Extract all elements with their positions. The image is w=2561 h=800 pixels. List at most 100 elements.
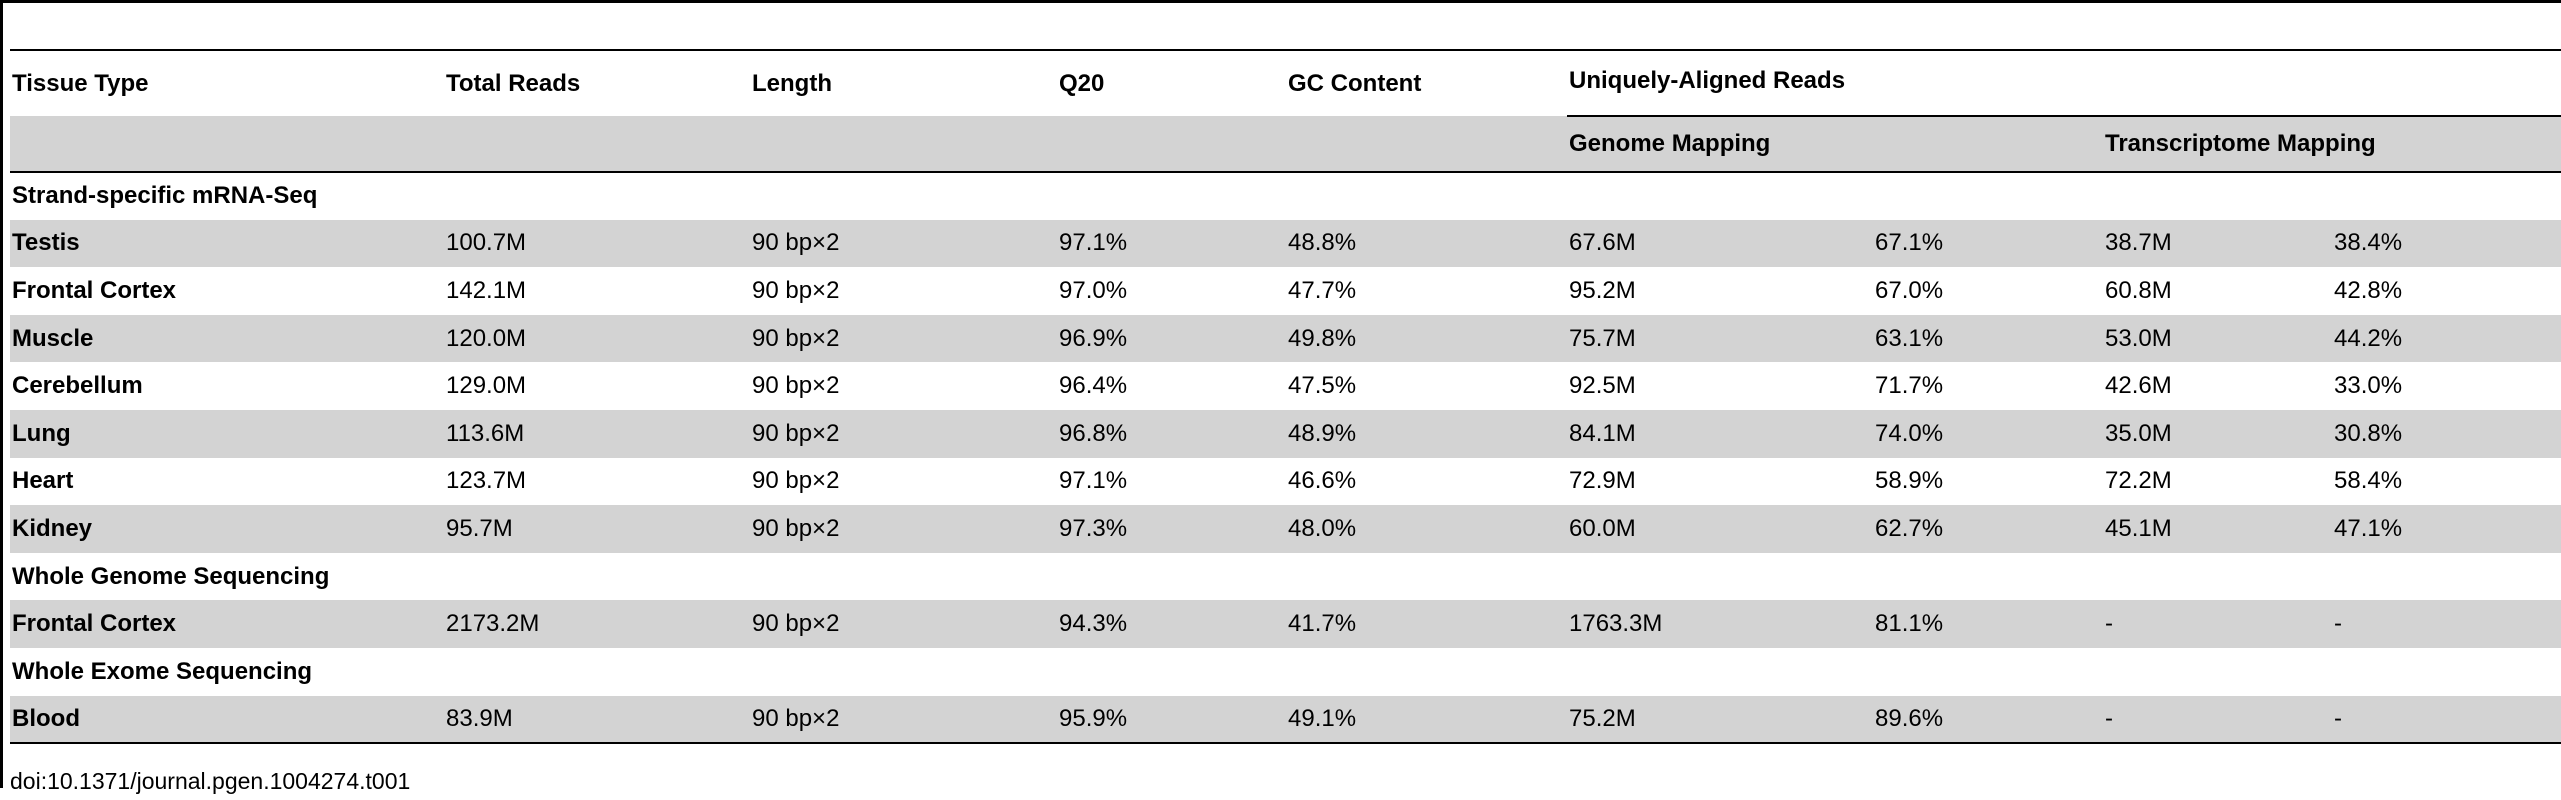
header-row-main: Tissue Type Total Reads Length Q20 GC Co… [10, 50, 2561, 117]
cell-genome-reads: 60.0M [1569, 514, 1636, 542]
cell-tissue: Frontal Cortex [12, 610, 177, 638]
header-q20: Q20 [1059, 69, 1105, 97]
header-sub-empty [10, 116, 444, 172]
header-sub-empty [750, 116, 1057, 172]
cell-transcriptome-reads: - [2105, 704, 2113, 732]
table-row: Blood 83.9M 90 bp×2 95.9% 49.1% 75.2M 89.6% - - [10, 695, 2561, 744]
top-border-rule [3, 0, 2561, 3]
cell-q20: 97.0% [1059, 276, 1128, 304]
table-container: Tissue Type Total Reads Length Q20 GC Co… [10, 49, 2561, 744]
cell-genome-reads: 92.5M [1569, 372, 1636, 400]
sequencing-stats-table: Tissue Type Total Reads Length Q20 GC Co… [10, 49, 2561, 744]
cell-genome-percent: 62.7% [1875, 514, 1944, 542]
cell-q20: 94.3% [1059, 610, 1128, 638]
cell-gc-content: 48.9% [1288, 419, 1357, 447]
header-transcriptome-mapping: Transcriptome Mapping [2105, 130, 2376, 157]
header-length: Length [752, 69, 832, 97]
header-gc-content: GC Content [1288, 69, 1422, 97]
section-label: Strand-specific mRNA-Seq [12, 182, 318, 210]
header-sub-empty [1057, 116, 1286, 172]
cell-genome-reads: 75.2M [1569, 704, 1636, 732]
cell-q20: 95.9% [1059, 704, 1128, 732]
cell-transcriptome-reads: 42.6M [2105, 372, 2172, 400]
cell-length: 90 bp×2 [752, 467, 840, 495]
cell-transcriptome-percent: 58.4% [2334, 467, 2403, 495]
header-sub-empty [1286, 116, 1567, 172]
cell-total-reads: 120.0M [446, 324, 527, 352]
cell-tissue: Frontal Cortex [12, 276, 177, 304]
cell-genome-percent: 81.1% [1875, 610, 1944, 638]
cell-q20: 96.4% [1059, 372, 1128, 400]
cell-length: 90 bp×2 [752, 324, 840, 352]
section-row: Whole Exome Sequencing [10, 648, 2561, 696]
cell-genome-reads: 75.7M [1569, 324, 1636, 352]
cell-transcriptome-percent: 30.8% [2334, 419, 2403, 447]
section-row: Strand-specific mRNA-Seq [10, 172, 2561, 220]
cell-genome-reads: 67.6M [1569, 229, 1636, 257]
cell-gc-content: 47.7% [1288, 276, 1357, 304]
table-row: Frontal Cortex 142.1M 90 bp×2 97.0% 47.7% 95.… [10, 267, 2561, 315]
cell-q20: 96.8% [1059, 419, 1128, 447]
cell-total-reads: 142.1M [446, 276, 527, 304]
cell-length: 90 bp×2 [752, 610, 840, 638]
cell-transcriptome-reads: - [2105, 610, 2113, 638]
cell-gc-content: 48.8% [1288, 229, 1357, 257]
cell-genome-percent: 74.0% [1875, 419, 1944, 447]
cell-gc-content: 47.5% [1288, 372, 1357, 400]
cell-transcriptome-percent: 47.1% [2334, 514, 2403, 542]
header-uniquely-aligned-reads: Uniquely-Aligned Reads [1567, 50, 2561, 117]
table-row: Frontal Cortex 2173.2M 90 bp×2 94.3% 41.7% 17… [10, 600, 2561, 648]
left-border-rule [0, 0, 3, 788]
doi-caption: doi:10.1371/journal.pgen.1004274.t001 [10, 768, 411, 794]
cell-total-reads: 2173.2M [446, 610, 540, 638]
cell-genome-percent: 89.6% [1875, 704, 1944, 732]
cell-length: 90 bp×2 [752, 276, 840, 304]
cell-total-reads: 83.9M [446, 704, 513, 732]
cell-gc-content: 48.0% [1288, 514, 1357, 542]
cell-length: 90 bp×2 [752, 229, 840, 257]
cell-transcriptome-percent: - [2334, 610, 2342, 638]
cell-transcriptome-reads: 60.8M [2105, 276, 2172, 304]
cell-tissue: Kidney [12, 514, 93, 542]
cell-transcriptome-reads: 38.7M [2105, 229, 2172, 257]
cell-total-reads: 100.7M [446, 229, 527, 257]
cell-tissue: Lung [12, 419, 71, 447]
cell-gc-content: 41.7% [1288, 610, 1357, 638]
cell-tissue: Cerebellum [12, 372, 143, 400]
cell-gc-content: 46.6% [1288, 467, 1357, 495]
cell-length: 90 bp×2 [752, 419, 840, 447]
cell-length: 90 bp×2 [752, 514, 840, 542]
cell-transcriptome-reads: 53.0M [2105, 324, 2172, 352]
header-row-sub: Genome Mapping Transcriptome Mapping [10, 116, 2561, 172]
cell-genome-reads: 95.2M [1569, 276, 1636, 304]
cell-genome-percent: 63.1% [1875, 324, 1944, 352]
cell-genome-percent: 67.0% [1875, 276, 1944, 304]
cell-tissue: Testis [12, 229, 80, 257]
cell-genome-reads: 1763.3M [1569, 610, 1663, 638]
header-genome-mapping: Genome Mapping [1569, 130, 1771, 157]
cell-transcriptome-percent: 42.8% [2334, 276, 2403, 304]
cell-genome-percent: 71.7% [1875, 372, 1944, 400]
cell-total-reads: 129.0M [446, 372, 527, 400]
cell-gc-content: 49.8% [1288, 324, 1357, 352]
cell-transcriptome-percent: 38.4% [2334, 229, 2403, 257]
cell-gc-content: 49.1% [1288, 704, 1357, 732]
cell-length: 90 bp×2 [752, 704, 840, 732]
cell-genome-reads: 84.1M [1569, 419, 1636, 447]
cell-length: 90 bp×2 [752, 372, 840, 400]
cell-q20: 97.1% [1059, 229, 1128, 257]
section-row: Whole Genome Sequencing [10, 553, 2561, 601]
section-label: Whole Genome Sequencing [12, 562, 330, 590]
header-sub-empty [444, 116, 750, 172]
cell-transcriptome-percent: 44.2% [2334, 324, 2403, 352]
cell-transcriptome-reads: 72.2M [2105, 467, 2172, 495]
cell-total-reads: 113.6M [446, 419, 525, 447]
cell-genome-reads: 72.9M [1569, 467, 1636, 495]
cell-total-reads: 123.7M [446, 467, 527, 495]
table-header: Tissue Type Total Reads Length Q20 GC Co… [10, 50, 2561, 172]
cell-genome-percent: 67.1% [1875, 229, 1944, 257]
cell-q20: 97.1% [1059, 467, 1128, 495]
cell-transcriptome-percent: - [2334, 704, 2342, 732]
section-label: Whole Exome Sequencing [12, 657, 313, 685]
cell-genome-percent: 58.9% [1875, 467, 1944, 495]
